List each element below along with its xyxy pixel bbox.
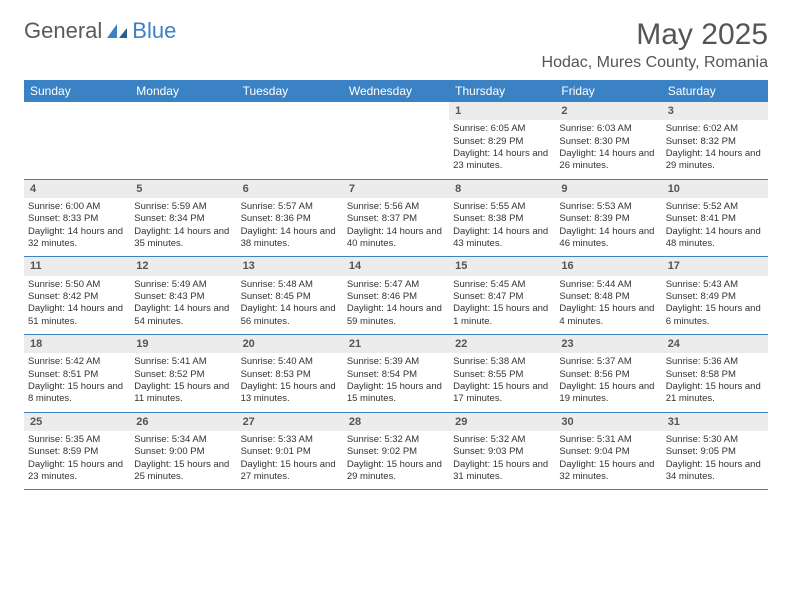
day-number: 17 [662,257,768,276]
day-info: Sunrise: 5:50 AMSunset: 8:42 PMDaylight:… [24,276,130,335]
weekday-header: Monday [130,80,236,102]
day-number: 18 [24,335,130,354]
logo: General Blue [24,18,176,44]
day-info: Sunrise: 5:55 AMSunset: 8:38 PMDaylight:… [449,198,555,257]
weekday-header: Sunday [24,80,130,102]
day-info: Sunrise: 5:43 AMSunset: 8:49 PMDaylight:… [662,276,768,335]
day-number: 7 [343,179,449,198]
day-number [343,102,449,120]
day-number: 2 [555,102,661,120]
day-info: Sunrise: 5:56 AMSunset: 8:37 PMDaylight:… [343,198,449,257]
month-title: May 2025 [542,18,768,52]
day-number: 15 [449,257,555,276]
weekday-header: Saturday [662,80,768,102]
day-number: 5 [130,179,236,198]
day-info: Sunrise: 5:48 AMSunset: 8:45 PMDaylight:… [237,276,343,335]
day-number-row: 18192021222324 [24,335,768,354]
day-info: Sunrise: 5:36 AMSunset: 8:58 PMDaylight:… [662,353,768,412]
logo-text-1: General [24,18,102,44]
day-number: 25 [24,412,130,431]
logo-sail-icon [106,23,128,39]
day-info: Sunrise: 5:38 AMSunset: 8:55 PMDaylight:… [449,353,555,412]
title-block: May 2025 Hodac, Mures County, Romania [542,18,768,72]
day-info: Sunrise: 5:52 AMSunset: 8:41 PMDaylight:… [662,198,768,257]
weekday-header: Wednesday [343,80,449,102]
day-info: Sunrise: 5:40 AMSunset: 8:53 PMDaylight:… [237,353,343,412]
day-info [343,120,449,179]
day-info: Sunrise: 5:34 AMSunset: 9:00 PMDaylight:… [130,431,236,490]
day-info: Sunrise: 5:37 AMSunset: 8:56 PMDaylight:… [555,353,661,412]
day-info-row: Sunrise: 5:50 AMSunset: 8:42 PMDaylight:… [24,276,768,335]
day-number: 14 [343,257,449,276]
day-number: 26 [130,412,236,431]
day-number-row: 11121314151617 [24,257,768,276]
day-number: 11 [24,257,130,276]
day-info: Sunrise: 5:57 AMSunset: 8:36 PMDaylight:… [237,198,343,257]
day-number: 30 [555,412,661,431]
day-info-row: Sunrise: 5:42 AMSunset: 8:51 PMDaylight:… [24,353,768,412]
day-info: Sunrise: 5:30 AMSunset: 9:05 PMDaylight:… [662,431,768,490]
day-number [130,102,236,120]
day-number: 21 [343,335,449,354]
day-number: 12 [130,257,236,276]
day-number: 23 [555,335,661,354]
day-info: Sunrise: 5:42 AMSunset: 8:51 PMDaylight:… [24,353,130,412]
day-info: Sunrise: 5:31 AMSunset: 9:04 PMDaylight:… [555,431,661,490]
day-info [24,120,130,179]
location-subtitle: Hodac, Mures County, Romania [542,54,768,72]
weekday-header-row: SundayMondayTuesdayWednesdayThursdayFrid… [24,80,768,102]
day-info: Sunrise: 6:00 AMSunset: 8:33 PMDaylight:… [24,198,130,257]
day-info: Sunrise: 5:33 AMSunset: 9:01 PMDaylight:… [237,431,343,490]
day-info-row: Sunrise: 6:00 AMSunset: 8:33 PMDaylight:… [24,198,768,257]
header: General Blue May 2025 Hodac, Mures Count… [24,18,768,72]
day-number: 3 [662,102,768,120]
day-number: 28 [343,412,449,431]
day-number: 22 [449,335,555,354]
calendar-table: SundayMondayTuesdayWednesdayThursdayFrid… [24,80,768,490]
day-info: Sunrise: 6:03 AMSunset: 8:30 PMDaylight:… [555,120,661,179]
day-info: Sunrise: 5:59 AMSunset: 8:34 PMDaylight:… [130,198,236,257]
day-info: Sunrise: 5:53 AMSunset: 8:39 PMDaylight:… [555,198,661,257]
day-number [237,102,343,120]
weekday-header: Thursday [449,80,555,102]
day-info: Sunrise: 5:41 AMSunset: 8:52 PMDaylight:… [130,353,236,412]
day-info-row: Sunrise: 6:05 AMSunset: 8:29 PMDaylight:… [24,120,768,179]
day-info: Sunrise: 5:35 AMSunset: 8:59 PMDaylight:… [24,431,130,490]
day-info: Sunrise: 5:47 AMSunset: 8:46 PMDaylight:… [343,276,449,335]
day-info: Sunrise: 5:49 AMSunset: 8:43 PMDaylight:… [130,276,236,335]
day-info: Sunrise: 5:44 AMSunset: 8:48 PMDaylight:… [555,276,661,335]
weekday-header: Friday [555,80,661,102]
day-number: 4 [24,179,130,198]
day-info [130,120,236,179]
day-number: 29 [449,412,555,431]
day-info-row: Sunrise: 5:35 AMSunset: 8:59 PMDaylight:… [24,431,768,490]
day-info: Sunrise: 6:05 AMSunset: 8:29 PMDaylight:… [449,120,555,179]
day-number: 8 [449,179,555,198]
day-number: 16 [555,257,661,276]
day-number: 10 [662,179,768,198]
day-number: 9 [555,179,661,198]
day-info: Sunrise: 5:32 AMSunset: 9:02 PMDaylight:… [343,431,449,490]
day-info [237,120,343,179]
day-info: Sunrise: 5:32 AMSunset: 9:03 PMDaylight:… [449,431,555,490]
day-number: 24 [662,335,768,354]
day-number-row: 45678910 [24,179,768,198]
day-number-row: 123 [24,102,768,120]
day-number: 6 [237,179,343,198]
day-number: 1 [449,102,555,120]
day-number: 31 [662,412,768,431]
day-info: Sunrise: 5:45 AMSunset: 8:47 PMDaylight:… [449,276,555,335]
day-info: Sunrise: 6:02 AMSunset: 8:32 PMDaylight:… [662,120,768,179]
day-number: 20 [237,335,343,354]
day-number: 27 [237,412,343,431]
day-number: 13 [237,257,343,276]
weekday-header: Tuesday [237,80,343,102]
day-number [24,102,130,120]
day-number: 19 [130,335,236,354]
day-info: Sunrise: 5:39 AMSunset: 8:54 PMDaylight:… [343,353,449,412]
day-number-row: 25262728293031 [24,412,768,431]
logo-text-2: Blue [132,18,176,44]
